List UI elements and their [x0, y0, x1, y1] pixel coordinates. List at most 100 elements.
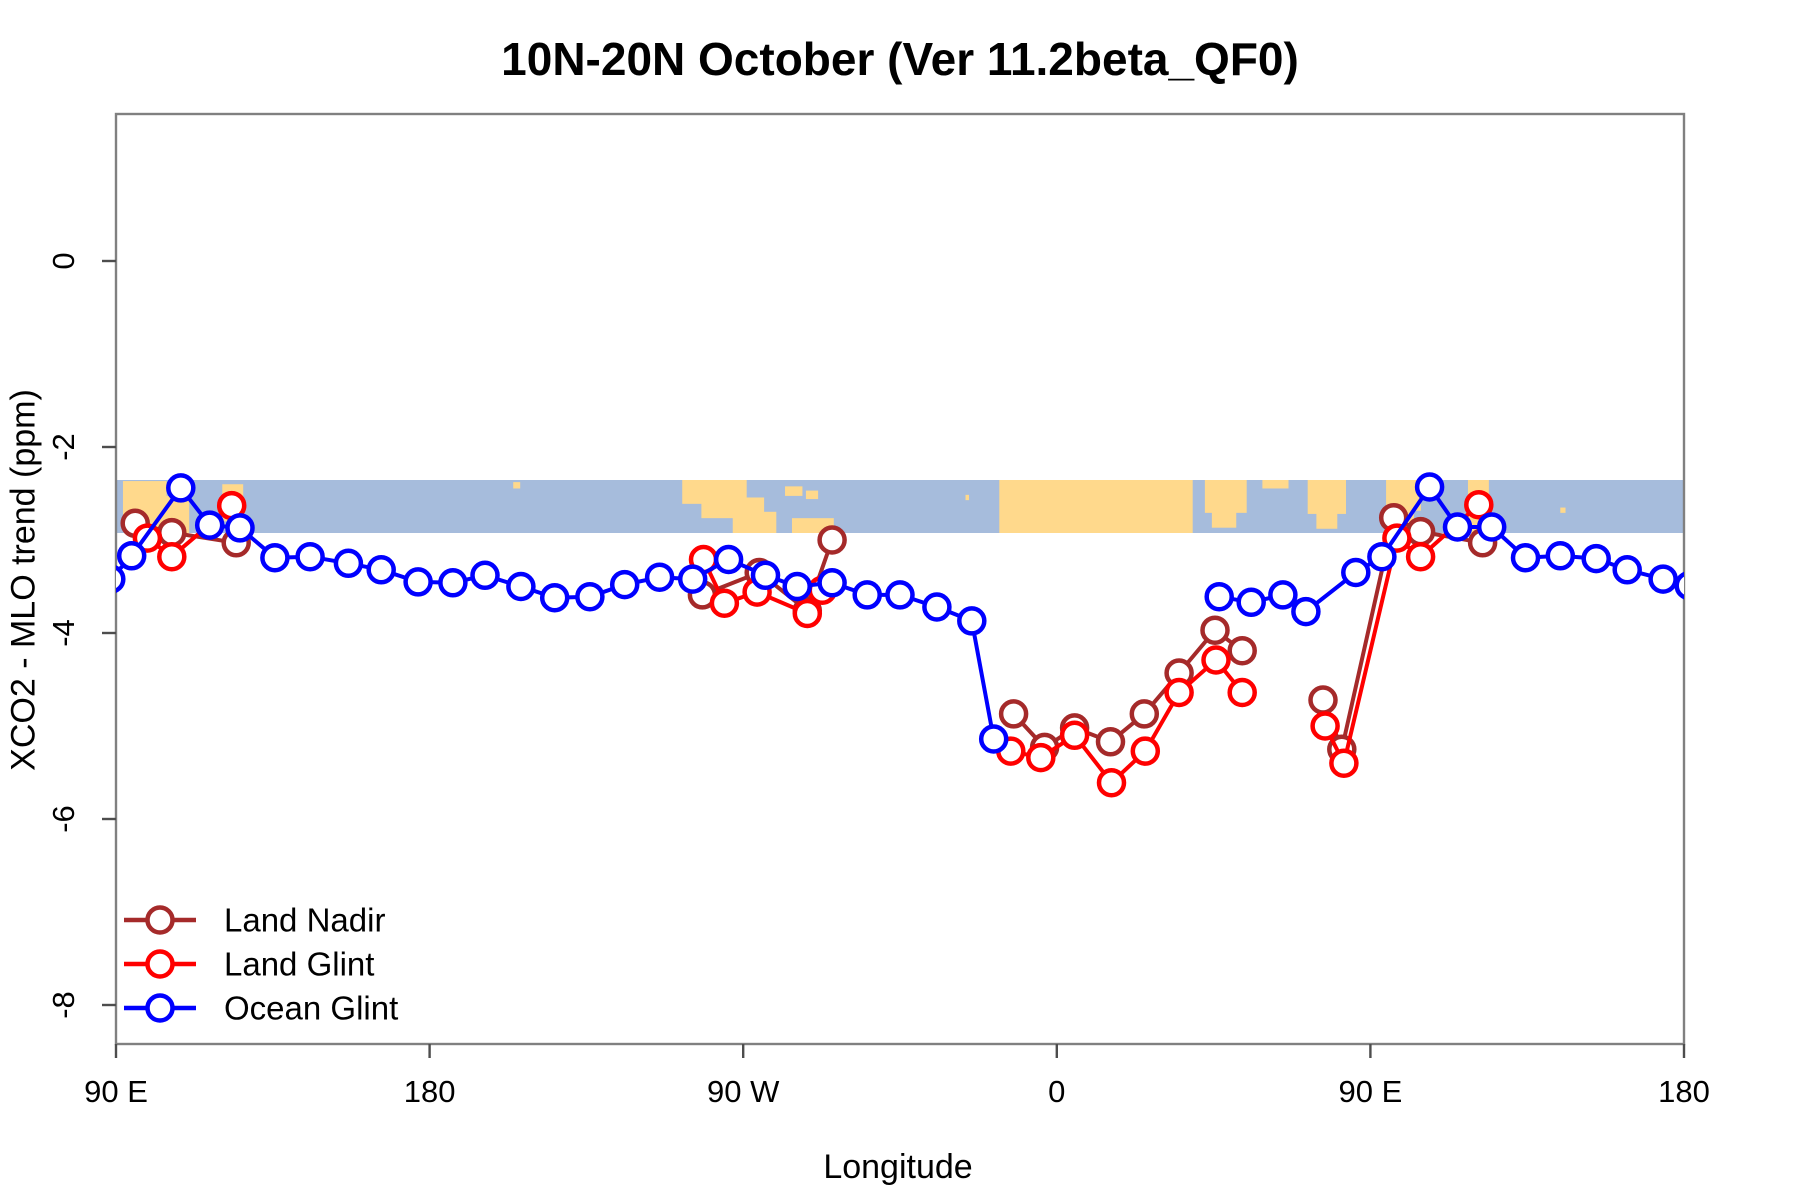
map-band-land-patch: [965, 494, 969, 501]
map-band-land-patch: [805, 490, 819, 500]
data-point: [677, 564, 708, 594]
data-point: [957, 606, 987, 636]
data-point: [1648, 564, 1678, 594]
data-point: [438, 568, 468, 598]
data-point: [1236, 587, 1266, 618]
map-band-land-patch: [785, 486, 803, 496]
data-point: [1200, 615, 1230, 645]
data-point: [1341, 557, 1371, 588]
data-point: [1414, 472, 1445, 502]
data-point: [750, 560, 781, 591]
data-point: [922, 592, 952, 622]
data-point: [1405, 516, 1436, 547]
data-point: [1476, 512, 1507, 542]
y-axis-title: XCO2 - MLO trend (ppm): [4, 389, 43, 771]
map-band-land-patch: [1204, 480, 1247, 513]
series-line: [1321, 515, 1485, 752]
legend-marker: [145, 949, 175, 979]
data-point: [852, 580, 882, 610]
data-point: [1204, 581, 1234, 612]
data-point: [366, 555, 396, 585]
data-point: [1095, 727, 1126, 757]
data-point: [506, 571, 536, 602]
legend-label: Land Glint: [224, 946, 374, 983]
y-tick-label: -8: [46, 991, 81, 1019]
data-point: [782, 571, 812, 602]
map-band-land-patch: [732, 511, 777, 533]
x-axis-title: Longitude: [823, 1148, 973, 1186]
data-point: [1329, 748, 1359, 778]
data-point: [1674, 571, 1684, 600]
data-point: [225, 513, 255, 543]
data-point: [1367, 541, 1397, 572]
data-point: [1405, 541, 1436, 572]
data-point: [817, 568, 847, 598]
data-point: [1308, 685, 1338, 715]
data-point: [1026, 742, 1056, 773]
data-point: [1059, 720, 1090, 751]
data-point: [116, 541, 147, 571]
data-point: [157, 517, 187, 548]
data-point: [470, 560, 500, 591]
x-tick-label: 180: [1658, 1074, 1710, 1109]
x-tick-label: 90 E: [1339, 1074, 1403, 1109]
data-point: [295, 541, 325, 572]
data-point: [1130, 736, 1161, 766]
data-point: [1201, 645, 1231, 675]
data-point: [1129, 699, 1160, 729]
data-point: [1464, 489, 1494, 520]
data-point: [539, 582, 570, 613]
series-land-nadir: [120, 502, 1498, 765]
data-point: [1310, 711, 1340, 741]
data-point: [713, 544, 744, 575]
map-band-land-patch: [1262, 480, 1289, 489]
map-band-land-patch: [1560, 507, 1566, 513]
legend-label: Land Nadir: [224, 902, 385, 939]
map-band-land-patch: [1211, 509, 1237, 528]
map-band-land-patch: [999, 480, 1193, 533]
data-point: [1545, 541, 1576, 571]
data-point: [1581, 543, 1611, 574]
data-point: [1510, 542, 1541, 573]
data-point: [1227, 635, 1257, 666]
data-point: [1227, 677, 1257, 708]
data-point: [792, 598, 823, 629]
chart-title: 10N-20N October (Ver 11.2beta_QF0): [501, 33, 1299, 85]
data-point: [1096, 767, 1127, 798]
y-tick-label: -4: [46, 619, 81, 647]
map-band-land-patch: [513, 482, 521, 489]
data-point: [333, 548, 364, 579]
data-point: [885, 580, 915, 610]
x-tick-label: 0: [1048, 1074, 1065, 1109]
y-tick-label: -6: [46, 805, 81, 833]
legend-marker: [145, 905, 175, 935]
x-tick-label: 180: [404, 1074, 456, 1109]
y-tick-label: -2: [46, 433, 81, 461]
y-tick-label: 0: [46, 252, 81, 269]
data-point: [157, 541, 187, 572]
map-band-land-patch: [1316, 510, 1338, 529]
legend-marker: [145, 993, 175, 1023]
data-point: [978, 724, 1009, 754]
x-tick-label: 90 E: [84, 1074, 148, 1109]
map-band-land-patch: [1307, 480, 1347, 514]
data-point: [194, 510, 225, 540]
data-point: [260, 542, 290, 573]
data-point: [403, 567, 433, 597]
data-point: [1164, 677, 1194, 708]
legend-label: Ocean Glint: [224, 990, 398, 1027]
series-land-glint: [132, 489, 1494, 798]
x-tick-label: 90 W: [707, 1074, 780, 1109]
data-point: [609, 569, 640, 600]
series-ocean-glint: [116, 472, 1684, 754]
data-point: [116, 565, 126, 593]
data-point: [1268, 580, 1298, 610]
data-point: [644, 562, 675, 592]
data-point: [998, 699, 1029, 729]
data-point: [817, 525, 847, 555]
data-point: [575, 581, 605, 612]
data-point: [1612, 555, 1642, 585]
data-point: [709, 588, 740, 618]
